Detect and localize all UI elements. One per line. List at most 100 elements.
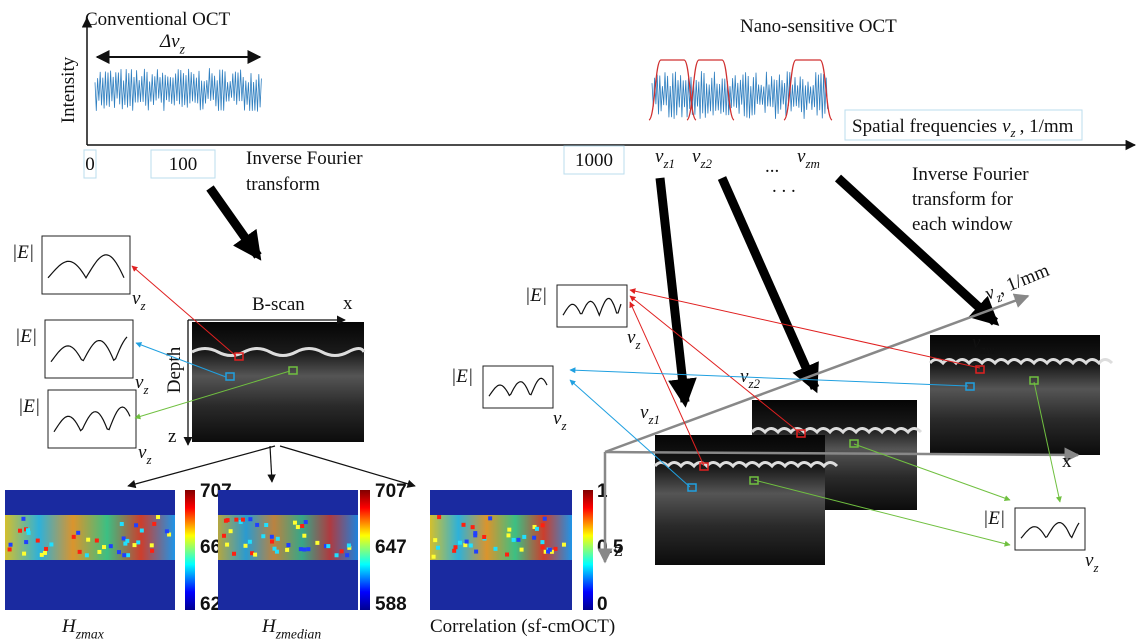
map-speckle (165, 529, 169, 533)
map-speckle (512, 538, 516, 542)
map-speckle (516, 538, 520, 542)
bscan-x-label: x (343, 293, 353, 314)
map-caption: Hzmax (61, 616, 104, 641)
stack-vz-unit: , 1/mm (995, 260, 1053, 300)
transform-label: each window (912, 214, 1013, 235)
map-speckle (224, 519, 228, 523)
map-caption-main: H (61, 616, 77, 637)
transform-label: transform (246, 174, 320, 195)
window-image (930, 335, 1100, 455)
map-speckle (234, 518, 238, 522)
intensity-label: Intensity (58, 56, 79, 123)
stack-z-label: z (614, 540, 622, 561)
map-speckle (276, 537, 280, 541)
map-speckle (520, 548, 524, 552)
map-speckle (26, 528, 30, 532)
axis-tick-label: 100 (169, 154, 198, 175)
map-speckle (49, 542, 53, 546)
ellipsis: . . . (772, 176, 796, 197)
map-speckle (465, 540, 469, 544)
map-speckle (255, 523, 259, 527)
map-speckle (543, 517, 547, 521)
map-caption-sub: zmedian (275, 626, 322, 641)
map-speckle (76, 531, 80, 535)
transform-label: transform for (912, 189, 1013, 210)
profile-e-label: |E| (18, 396, 40, 417)
map-speckle (97, 550, 101, 554)
axis-label-unit: , 1/mm (1020, 116, 1074, 137)
transform-arrow (660, 178, 685, 402)
profile-box (557, 285, 627, 327)
bandwidth-label: Δvz (159, 31, 186, 56)
profile-v-label-sub: z (560, 418, 566, 433)
map-speckle (458, 541, 462, 545)
map-speckle (505, 553, 509, 557)
map-speckle (302, 534, 306, 538)
map-speckle (44, 547, 48, 551)
profile-v-label-sub: z (139, 298, 145, 313)
map-speckle (304, 520, 308, 524)
map-speckle (482, 535, 486, 539)
map-arrow (270, 446, 272, 482)
map-speckle (554, 547, 558, 551)
map-speckle (126, 553, 130, 557)
map-caption-sub: zmax (75, 626, 104, 641)
map-speckle (117, 550, 121, 554)
profile-v-label-sub: z (145, 452, 151, 467)
profile-e-label: |E| (451, 366, 473, 387)
map-speckle (315, 541, 319, 545)
profile-e-label: |E| (983, 508, 1005, 529)
stack-label-sub: zm (979, 342, 994, 357)
map-speckle (261, 534, 265, 538)
profile-v-label: vz (1085, 550, 1099, 575)
map-speckle (300, 524, 304, 528)
map-speckle (546, 550, 550, 554)
map-speckle (540, 540, 544, 544)
map-speckle (275, 550, 279, 554)
map-speckle (306, 547, 310, 551)
map-speckle (21, 517, 25, 521)
stack-label: vz1 (640, 402, 660, 427)
map-speckle (506, 533, 510, 537)
profile-v-label: vz (627, 327, 641, 352)
profile-box (48, 390, 136, 448)
map-speckle (437, 515, 441, 519)
window-label: vzm (797, 146, 820, 171)
map-speckle (347, 543, 351, 547)
map-speckle (232, 552, 236, 556)
map-speckle (241, 518, 245, 522)
map-speckle (222, 534, 226, 538)
map-speckle (541, 545, 545, 549)
window-label: vz1 (655, 146, 675, 171)
map-caption-main: H (261, 616, 277, 637)
profile-v-label-sub: z (1092, 560, 1098, 575)
map-speckle (24, 540, 28, 544)
map-speckle (8, 547, 12, 551)
map-speckle (248, 540, 252, 544)
map-speckle (473, 533, 477, 537)
map-speckle (507, 528, 511, 532)
map-speckle (248, 517, 252, 521)
stack-vz-label: vz, 1/mm (982, 260, 1054, 308)
map-arrow (280, 446, 415, 486)
figure: Conventional OCTIntensityΔvz01001000Nano… (0, 0, 1143, 641)
map-speckle (452, 549, 456, 553)
diagram: Conventional OCTIntensityΔvz01001000Nano… (5, 9, 1135, 641)
map-speckle (150, 543, 154, 547)
map-speckle (85, 553, 89, 557)
map-speckle (469, 543, 473, 547)
map-speckle (78, 550, 82, 554)
window-label-sub: z2 (699, 156, 712, 171)
map-speckle (72, 535, 76, 539)
map-speckle (122, 536, 126, 540)
colorbar-label: 588 (375, 594, 407, 615)
stack-label-sub: z1 (647, 412, 660, 427)
map-speckle (494, 547, 498, 551)
map-band (5, 515, 175, 560)
map-speckle (541, 523, 545, 527)
map-speckle (122, 553, 126, 557)
bandwidth-label-main: Δv (159, 31, 180, 52)
profile-box (1015, 508, 1085, 550)
conventional-title: Conventional OCT (85, 9, 231, 30)
transform-label: Inverse Fourier (912, 164, 1029, 185)
